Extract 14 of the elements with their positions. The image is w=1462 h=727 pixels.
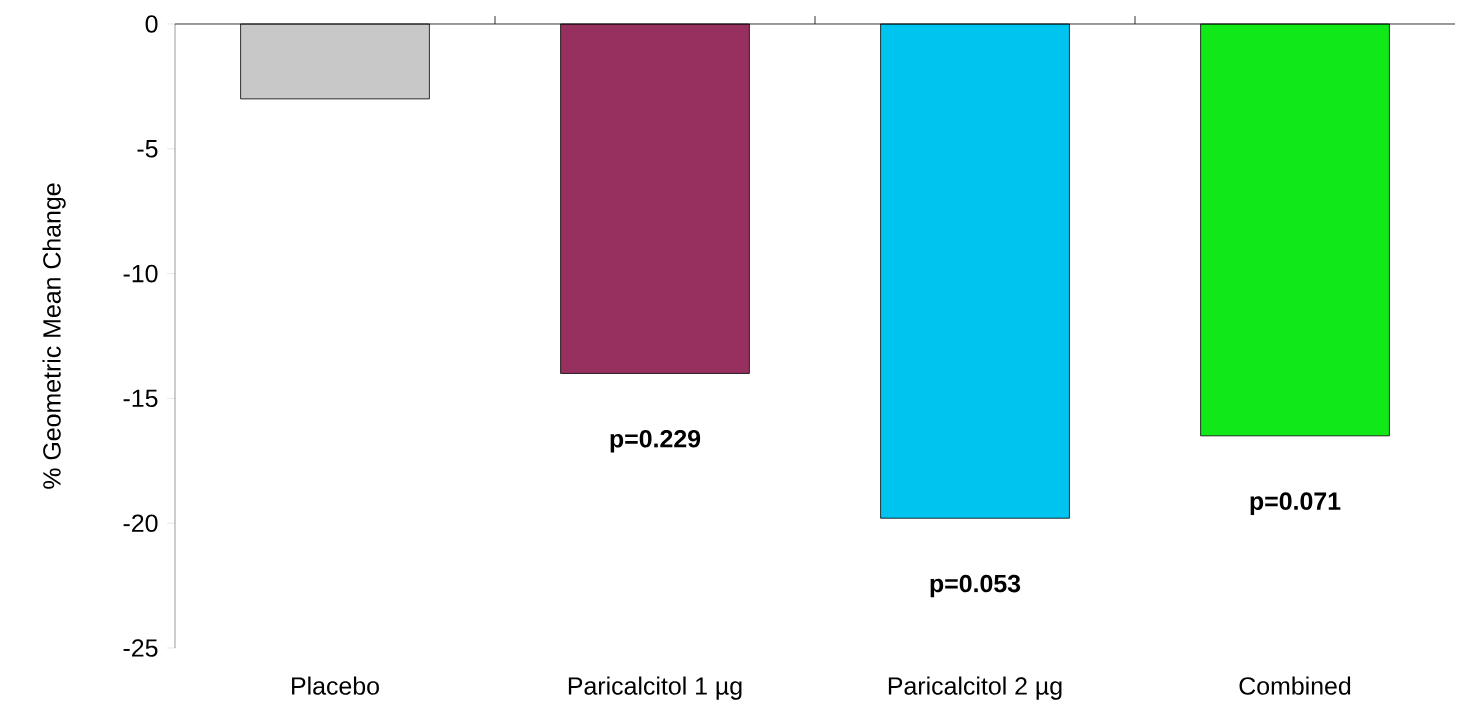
y-tick-label: -10 bbox=[123, 264, 158, 283]
x-tick-label: Combined bbox=[1239, 676, 1351, 695]
x-tick-label: Placebo bbox=[292, 676, 379, 695]
y-tick-label: 0 bbox=[145, 15, 158, 33]
annotation: p=0.053 bbox=[930, 574, 1021, 598]
annotation: p=0.229 bbox=[610, 429, 701, 453]
y-tick-label: -15 bbox=[123, 389, 158, 408]
y-tick-label: -20 bbox=[123, 514, 158, 533]
y-tick-label: -5 bbox=[137, 140, 158, 158]
x-tick-label: Paricalcitol 1 µg bbox=[568, 676, 742, 700]
x-tick-label: Paricalcitol 2 µg bbox=[888, 676, 1062, 700]
y-tick-label: -25 bbox=[123, 639, 158, 657]
annotation: p=0.071 bbox=[1250, 492, 1341, 515]
y-axis-title: % Geometric Mean Change bbox=[42, 183, 66, 489]
